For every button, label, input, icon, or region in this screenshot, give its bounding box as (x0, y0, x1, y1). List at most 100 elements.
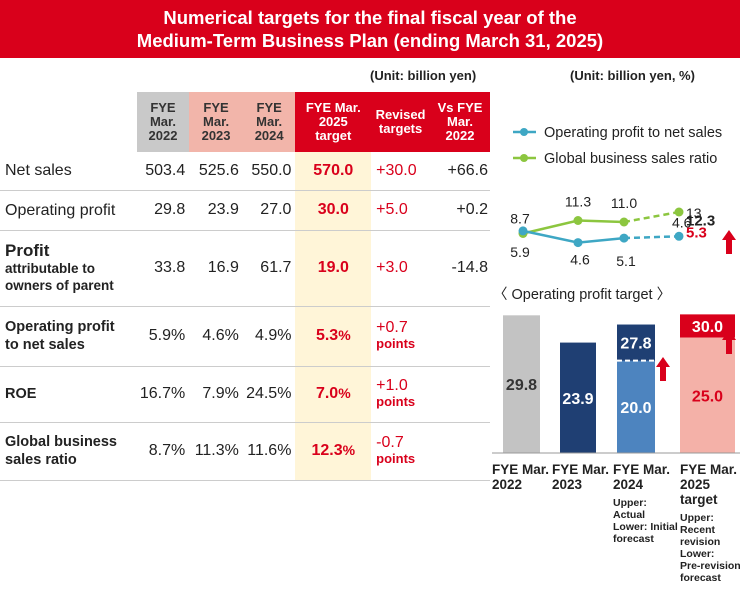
banner-title-line1: Numerical targets for the final fiscal y… (163, 7, 577, 28)
table-row: Global business sales ratio 8.7% 11.3% 11… (0, 422, 490, 481)
cell-target: 19.0 (295, 230, 372, 307)
category-note: Actual (613, 509, 645, 521)
chart-unit-label: (Unit: billion yen, %) (570, 68, 695, 83)
category-note: revision (680, 536, 720, 548)
cell-2023: 16.9 (189, 230, 243, 307)
category-note: Upper: (613, 497, 647, 509)
point-global (674, 207, 684, 217)
cell-revised: +5.0 (371, 190, 431, 231)
data-label-opm-target: 5.3 (686, 224, 707, 241)
point-opm (518, 226, 528, 236)
data-label-global: 8.7 (510, 211, 530, 227)
cell-target: 7.0% (295, 366, 372, 423)
series-line-global-forecast (623, 210, 680, 224)
increase-arrow-icon (722, 330, 736, 354)
cell-revised: +1.0 points (371, 366, 431, 423)
table-row: Net sales 503.4 525.6 550.0 570.0 +30.0 … (0, 152, 490, 191)
category-note: Lower: Initial (613, 521, 678, 533)
bar-upper (680, 314, 735, 338)
data-label-opm-prior: 4.6 (672, 215, 692, 231)
series-line-opm-forecast (623, 235, 680, 240)
legend-label-opm: Operating profit to net sales (544, 125, 722, 141)
category-label: FYE Mar. (680, 462, 737, 477)
data-label-global-prior: 12.3 (686, 213, 715, 230)
table-row: Operating profit 29.8 23.9 27.0 30.0 +5.… (0, 190, 490, 231)
data-label-opm: 5.9 (510, 244, 530, 260)
category-label: 2025 (680, 477, 711, 492)
series-line-global (522, 219, 625, 235)
cell-2022: 29.8 (136, 190, 190, 231)
bar-upper-label: 27.8 (620, 336, 651, 353)
category-note: Upper: (680, 512, 714, 524)
bar-upper-label: 30.0 (692, 319, 723, 336)
bar-label: 23.9 (562, 391, 593, 408)
cell-2023: 11.3% (189, 422, 243, 481)
cell-target: 12.3% (295, 422, 372, 481)
table-row: ROE 16.7% 7.9% 24.5% 7.0% +1.0 points (0, 366, 490, 423)
row-label: Profit attributable to owners of parent (0, 230, 137, 307)
category-label: 2024 (613, 477, 644, 492)
bar (503, 315, 540, 453)
cell-2022: 8.7% (136, 422, 190, 481)
table-unit-label: (Unit: billion yen) (370, 68, 477, 83)
data-label-opm: 5.1 (616, 253, 636, 269)
row-label: Operating profit (0, 190, 137, 231)
cell-2024: 61.7 (242, 230, 296, 307)
point-global (619, 217, 629, 227)
cell-target: 30.0 (295, 190, 372, 231)
point-opm (619, 233, 629, 243)
bar-chart-title: 〈 Operating profit target 〉 (493, 286, 671, 303)
cell-2024: 24.5% (242, 366, 296, 423)
category-note: Pre-revision (680, 560, 740, 572)
legend-marker-global (520, 154, 528, 162)
cell-2023: 525.6 (189, 152, 243, 191)
table-header-row: FYE Mar. 2022 FYE Mar. 2023 FYE Mar. 2024 FYE … (0, 92, 490, 152)
cell-vs-2022 (430, 366, 490, 423)
cell-revised: +30.0 (371, 152, 431, 191)
header-fy2023: FYE Mar. 2023 (189, 92, 243, 152)
cell-2022: 503.4 (136, 152, 190, 191)
header-fy2022: FYE Mar. 2022 (136, 92, 190, 152)
header-fy2024: FYE Mar. 2024 (242, 92, 296, 152)
legend-label-global: Global business sales ratio (544, 151, 717, 167)
row-label: ROE (0, 366, 137, 423)
table-row: Profit attributable to owners of parent 33… (0, 230, 490, 307)
bar-label: 20.0 (620, 400, 651, 417)
category-note: Recent (680, 524, 716, 536)
cell-2022: 16.7% (136, 366, 190, 423)
series-line-opm (522, 229, 625, 244)
data-label-opm: 4.6 (570, 252, 590, 268)
row-label: Net sales (0, 152, 137, 191)
cell-2023: 7.9% (189, 366, 243, 423)
category-label: 2023 (552, 477, 583, 492)
data-label-global: 13 (686, 205, 702, 221)
increase-arrow-icon (656, 357, 670, 381)
cell-revised: +3.0 (371, 230, 431, 307)
header-vs-2022: Vs FYE Mar. 2022 (430, 92, 490, 152)
row-label: Operating profit to net sales (0, 306, 137, 367)
cell-2023: 4.6% (189, 306, 243, 367)
category-label: FYE Mar. (492, 462, 549, 477)
table-row: Operating profit to net sales 5.9% 4.6% 4… (0, 306, 490, 367)
category-note: Lower: (680, 548, 714, 560)
point-opm (573, 238, 583, 248)
header-target: FYE Mar. 2025 target (295, 92, 372, 152)
row-label: Global business sales ratio (0, 422, 137, 481)
data-label-global: 11.0 (611, 195, 637, 211)
point-global (573, 216, 583, 225)
cell-2023: 23.9 (189, 190, 243, 231)
header-revised: Revised targets (371, 92, 431, 152)
cell-revised: -0.7 points (371, 422, 431, 481)
cell-2024: 4.9% (242, 306, 296, 367)
cell-revised: +0.7 points (371, 306, 431, 367)
category-label: 2022 (492, 477, 522, 492)
category-note: forecast (613, 533, 654, 545)
point-opm (674, 231, 684, 241)
cell-vs-2022 (430, 306, 490, 367)
cell-target: 5.3% (295, 306, 372, 367)
category-label: target (680, 492, 718, 507)
cell-target: 570.0 (295, 152, 372, 191)
category-note: forecast (680, 572, 721, 584)
cell-vs-2022: +66.6 (430, 152, 490, 191)
